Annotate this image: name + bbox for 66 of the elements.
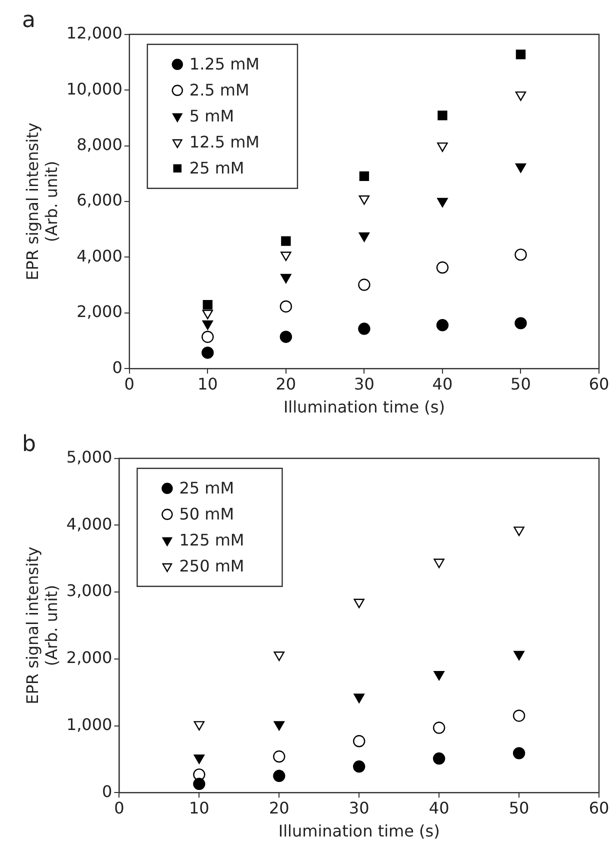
point [281,236,291,246]
legend-label: 250 mM [179,556,244,576]
point [358,195,370,205]
x-tick-label: 40 [428,798,450,818]
x-tick-label: 30 [348,798,370,818]
y-tick-label: 1,000 [66,714,112,734]
y-tick-label: 6,000 [76,190,122,210]
chart-title: b [22,432,36,457]
y-axis-title: EPR signal intensity (Arb. unit) [22,122,61,280]
point [515,163,526,173]
y-tick-label: 8,000 [76,134,122,154]
x-tick-label: 40 [432,374,453,394]
y-tick-label: 12,000 [66,24,122,43]
y-tick-label: 0 [112,358,122,377]
y-axis-title: EPR signal intensity (Arb. unit) [22,546,61,704]
point [280,330,292,343]
x-tick-label: 10 [188,798,210,818]
x-axis-title: Illumination time (s) [283,398,445,417]
x-tick-label: 10 [197,374,218,394]
x-tick-label: 20 [276,374,296,394]
y-tick-label: 2,000 [66,648,112,668]
legend-label: 25 mM [179,478,234,498]
point [359,171,370,181]
point [202,346,214,359]
legend-label: 125 mM [179,530,244,550]
point [514,317,527,330]
legend-label: 12.5 mM [189,132,260,152]
x-tick-label: 50 [508,798,530,818]
point [202,320,214,330]
point [437,142,448,152]
point [280,274,292,284]
point [202,330,214,343]
x-tick-label: 0 [124,374,134,394]
x-tick-label: 60 [588,374,610,394]
y-tick-label: 3,000 [66,581,112,600]
point [438,110,448,120]
legend-label: 50 mM [179,504,234,524]
chart-title: a [22,8,36,33]
x-tick-label: 60 [588,798,610,818]
legend-label: 5 mM [189,106,234,126]
point [280,300,292,313]
y-tick-label: 2,000 [76,302,122,322]
legend-label: 1.25 mM [189,54,260,74]
x-tick-label: 30 [354,374,374,394]
x-tick-label: 50 [510,374,531,394]
y-tick-label: 4,000 [76,246,122,266]
point [202,310,214,320]
x-tick-label: 20 [268,798,290,818]
y-tick-label: 0 [102,782,112,801]
point [436,261,449,274]
y-tick-label: 10,000 [66,79,122,98]
point [436,319,449,332]
point [358,322,370,335]
point [515,91,526,101]
point [358,278,370,291]
y-tick-label: 4,000 [66,514,112,534]
point [202,300,212,310]
legend-label: 2.5 mM [189,80,250,100]
point [514,248,527,261]
point [358,232,370,242]
point [437,198,448,208]
x-axis-title: Illumination time (s) [278,822,440,841]
y-tick-label: 5,000 [66,448,112,467]
legend-label: 25 mM [189,158,244,178]
point [280,252,292,262]
point [516,50,526,60]
